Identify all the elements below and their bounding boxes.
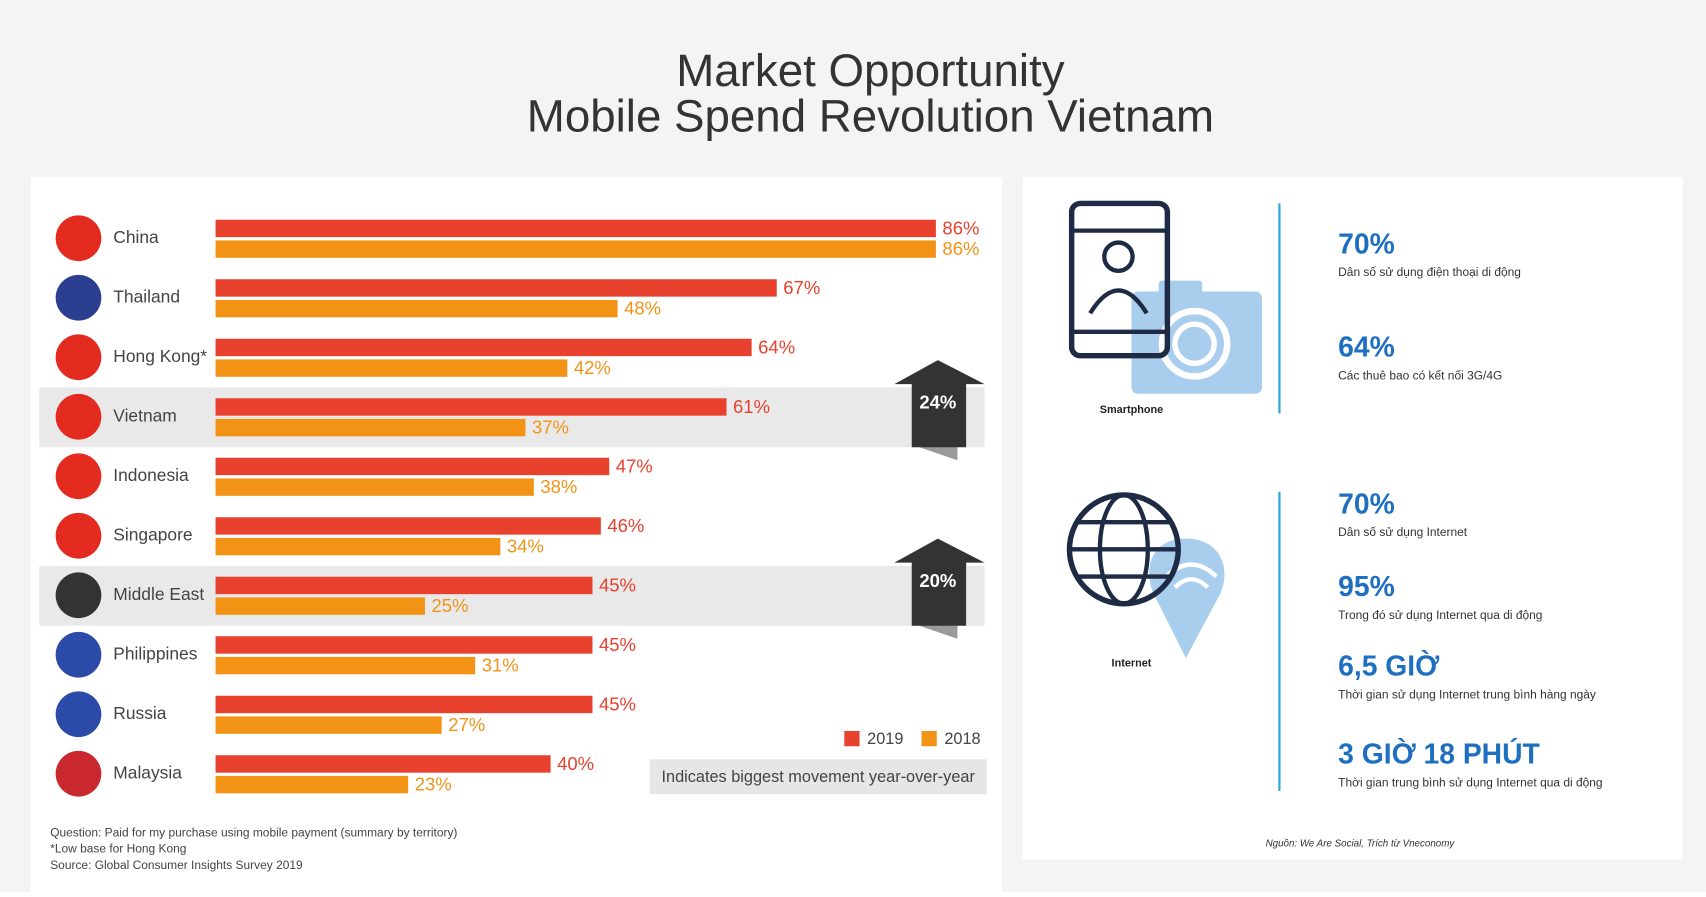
bar — [215, 636, 593, 654]
highlight-band — [39, 387, 985, 448]
info-panel — [1022, 177, 1683, 860]
value-label: 34% — [507, 536, 544, 557]
note: Indicates biggest movement year-over-yea… — [661, 768, 975, 786]
arrow — [894, 538, 985, 626]
subtitle: Mobile Spend Revolution Vietnam — [527, 91, 1214, 142]
bar — [215, 418, 526, 437]
bar — [215, 299, 618, 318]
stat-desc: Thời gian trung bình sử dụng Internet qu… — [1338, 775, 1602, 789]
stat-desc: Các thuê bao có kết nối 3G/4G — [1338, 369, 1502, 383]
legend-label: 2018 — [944, 730, 980, 748]
stat-value: 70% — [1338, 487, 1395, 519]
stat-desc: Dân số sử dụng Internet — [1338, 525, 1468, 539]
flag — [55, 631, 102, 678]
icon-label: Smartphone — [1100, 404, 1163, 416]
flag — [55, 691, 102, 738]
flag — [55, 334, 102, 381]
highlight-band — [39, 565, 985, 626]
smartphone-icon — [1068, 200, 1263, 394]
bar — [215, 656, 476, 675]
value-label: 27% — [448, 714, 485, 735]
legend-swatch — [844, 731, 860, 747]
annotation: 20% — [919, 570, 956, 591]
value-label: 37% — [532, 417, 569, 438]
bar — [215, 755, 551, 773]
value-label: 45% — [599, 634, 636, 655]
category-label: Singapore — [113, 524, 192, 544]
footnote: *Low base for Hong Kong — [50, 842, 186, 856]
value-label: 40% — [557, 753, 594, 774]
category-label: Vietnam — [113, 405, 176, 425]
title: Market Opportunity — [676, 45, 1065, 96]
value-label: 31% — [482, 655, 519, 676]
bar — [215, 775, 409, 794]
bar — [215, 695, 593, 714]
category-label: Thailand — [113, 286, 180, 306]
note-box — [649, 759, 987, 795]
value-label: 42% — [574, 357, 611, 378]
footnote: Source: Global Consumer Insights Survey … — [50, 858, 303, 872]
value-label: 64% — [758, 336, 795, 357]
bar — [215, 279, 777, 297]
source: Nguồn: We Are Social, Trích từ Vneconomy — [1266, 839, 1456, 850]
stat-value: 3 GIỜ 18 PHÚT — [1338, 737, 1540, 769]
annotation: 24% — [919, 392, 956, 413]
bar — [215, 398, 727, 416]
value-label: 48% — [624, 298, 661, 319]
value-label: 67% — [783, 277, 820, 298]
flag — [55, 453, 102, 500]
stats: 70% Dân số sử dụng điện thoại di động 64% C… — [1338, 227, 1602, 789]
bar — [215, 597, 425, 615]
category-label: Hong Kong* — [113, 346, 207, 366]
bar — [215, 457, 610, 476]
legend-label: 2019 — [867, 730, 903, 748]
value-label: 86% — [942, 217, 979, 238]
stat-desc: Thời gian sử dụng Internet trung bình hà… — [1338, 687, 1596, 701]
value-label: 25% — [431, 595, 468, 616]
flag — [55, 750, 102, 797]
value-label: 47% — [616, 455, 653, 476]
category-label: Russia — [113, 703, 166, 723]
bar — [215, 219, 936, 238]
category-label: Middle East — [113, 584, 204, 604]
value-label: 45% — [599, 693, 636, 714]
stat-value: 6,5 GIỜ — [1338, 649, 1440, 681]
flag — [55, 393, 102, 440]
bar — [215, 576, 593, 595]
category-label: China — [113, 227, 159, 247]
flag — [55, 215, 102, 262]
flag — [55, 572, 102, 619]
stat-value: 70% — [1338, 227, 1395, 259]
chart: 24% 20% China 86%86% Thailand 67% 48% Hong Kong… — [39, 215, 987, 872]
internet-icon — [1066, 492, 1225, 659]
bar — [215, 517, 601, 535]
footnote: Question: Paid for my purchase using mob… — [50, 825, 457, 839]
category-label: Indonesia — [113, 465, 189, 485]
bar — [215, 537, 501, 556]
flag — [55, 274, 102, 321]
value-label: 86% — [942, 238, 979, 259]
bar — [215, 716, 442, 734]
value-label: 61% — [733, 396, 770, 417]
value-label: 23% — [415, 774, 452, 795]
bar — [215, 338, 752, 357]
icon-label: Internet — [1112, 657, 1152, 669]
category-label: Malaysia — [113, 762, 182, 782]
arrow — [894, 360, 985, 448]
bar — [215, 240, 936, 258]
bar — [215, 359, 568, 377]
stat-desc: Trong đó sử dụng Internet qua di động — [1338, 608, 1542, 622]
value-label: 46% — [607, 515, 644, 536]
stat-value: 64% — [1338, 331, 1395, 363]
stat-value: 95% — [1338, 570, 1395, 602]
value-label: 38% — [540, 476, 577, 497]
category-label: Philippines — [113, 643, 197, 663]
legend-swatch — [921, 731, 937, 747]
value-label: 45% — [599, 574, 636, 595]
bar — [215, 478, 534, 496]
flag — [55, 512, 102, 559]
stat-desc: Dân số sử dụng điện thoại di động — [1338, 265, 1521, 279]
